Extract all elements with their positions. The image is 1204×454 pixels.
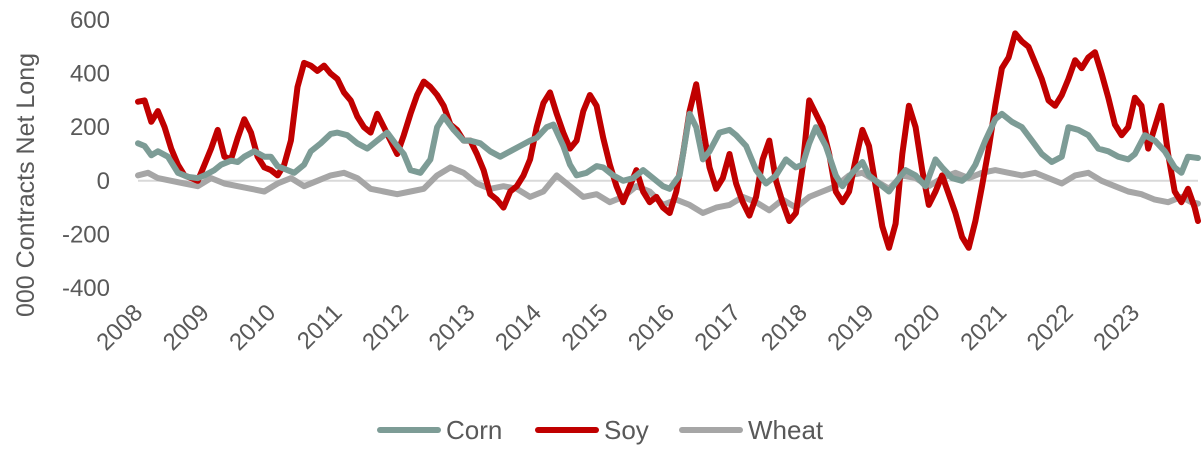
x-tick-label: 2018 bbox=[756, 299, 813, 356]
x-tick-label: 2021 bbox=[955, 299, 1012, 356]
x-tick-label: 2013 bbox=[424, 299, 481, 356]
y-axis-ticks: 600 400 200 0 -200 -400 bbox=[62, 7, 110, 302]
y-tick-label: 200 bbox=[70, 114, 110, 141]
x-tick-label: 2009 bbox=[158, 299, 215, 356]
y-tick-label: -400 bbox=[62, 275, 110, 302]
legend-label-wheat: Wheat bbox=[748, 415, 824, 445]
x-tick-label: 2010 bbox=[224, 299, 281, 356]
y-tick-label: 600 bbox=[70, 7, 110, 34]
x-tick-label: 2011 bbox=[292, 299, 348, 355]
y-tick-label: 400 bbox=[70, 61, 110, 88]
x-tick-label: 2023 bbox=[1088, 299, 1145, 356]
legend: Corn Soy Wheat bbox=[377, 415, 824, 445]
legend-label-corn: Corn bbox=[446, 415, 502, 445]
x-tick-label: 2014 bbox=[490, 299, 547, 356]
x-axis-ticks: 2008 2009 2010 2011 2012 2013 2014 2015 2016 2017… bbox=[91, 299, 1145, 356]
x-tick-label: 2022 bbox=[1022, 299, 1079, 356]
x-tick-label: 2016 bbox=[623, 299, 680, 356]
x-tick-label: 2015 bbox=[557, 299, 614, 356]
series-line-corn bbox=[135, 110, 1201, 195]
y-tick-label: -200 bbox=[62, 221, 110, 248]
series-line-soy bbox=[135, 30, 1201, 251]
x-tick-label: 2020 bbox=[889, 299, 946, 356]
x-tick-label: 2012 bbox=[357, 299, 414, 356]
y-tick-label: 0 bbox=[97, 168, 110, 195]
x-tick-label: 2017 bbox=[690, 299, 747, 356]
series-lines bbox=[135, 30, 1201, 251]
x-tick-label: 2019 bbox=[822, 299, 879, 356]
legend-label-soy: Soy bbox=[604, 415, 649, 445]
y-axis-label: 000 Contracts Net Long bbox=[12, 53, 40, 317]
x-tick-label: 2008 bbox=[91, 299, 148, 356]
series-line-wheat bbox=[135, 164, 1201, 216]
